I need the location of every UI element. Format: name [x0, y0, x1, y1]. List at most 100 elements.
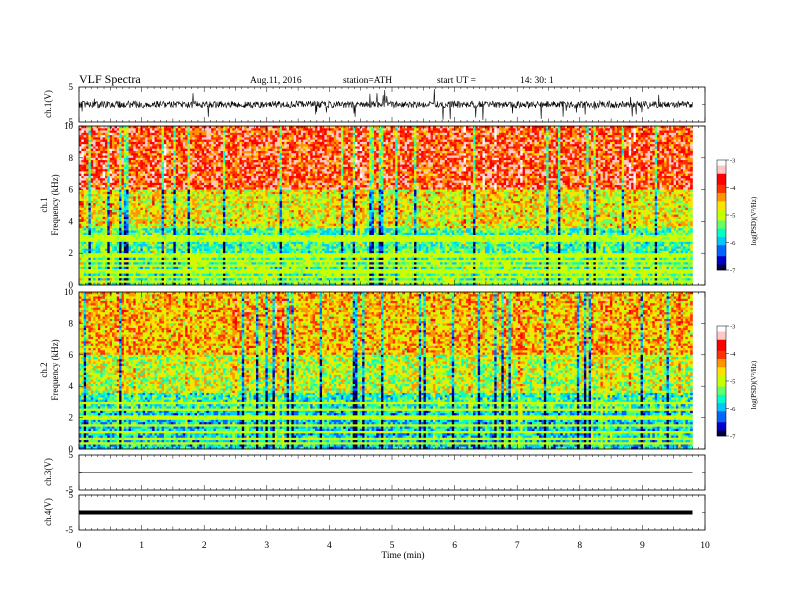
spectrogram-cell — [438, 128, 441, 131]
spectrogram-cell — [457, 140, 460, 143]
spectrogram-cell — [289, 128, 292, 131]
spectrogram-cell — [582, 131, 585, 134]
spectrogram-cell — [213, 151, 216, 154]
spectrogram-cell — [690, 142, 693, 145]
spectrogram-cell — [126, 135, 129, 138]
spectrogram-cell — [608, 128, 611, 131]
spectrogram-cell — [105, 144, 108, 147]
spectrogram-cell — [501, 144, 504, 147]
spectrogram-cell — [577, 146, 580, 149]
spectrogram-cell — [150, 146, 153, 149]
spectrogram-cell — [520, 128, 523, 131]
spectrogram-cell — [133, 135, 136, 138]
spectrogram-cell — [320, 142, 323, 145]
spectrogram-cell — [169, 133, 172, 136]
spectrogram-cell — [242, 131, 245, 134]
spectrogram-cell — [664, 128, 667, 131]
spectrogram-cell — [280, 144, 283, 147]
spectrogram-cell — [270, 137, 273, 140]
spectrogram-cell — [440, 146, 443, 149]
spectrogram-cell — [188, 151, 191, 154]
spectrogram-cell — [152, 128, 155, 131]
spectrogram-cell — [188, 135, 191, 138]
spectrogram-cell — [556, 135, 559, 138]
spectrogram-cell — [235, 142, 238, 145]
spectrogram-cell — [294, 149, 297, 152]
spectrogram-cell — [107, 131, 110, 134]
spectrogram-cell — [88, 131, 91, 134]
spectrogram-cell — [381, 142, 384, 145]
spectrogram-cell — [209, 137, 212, 140]
spectrogram-cell — [494, 135, 497, 138]
spectrogram-cell — [636, 146, 639, 149]
spectrogram-cell — [541, 131, 544, 134]
spectrogram-cell — [112, 131, 115, 134]
spectrogram-cell — [657, 140, 660, 143]
spectrogram-cell — [525, 137, 528, 140]
spectrogram-cell — [435, 128, 438, 131]
spectrogram-cell — [596, 128, 599, 131]
spectrogram-cell — [553, 135, 556, 138]
spectrogram-cell — [636, 140, 639, 143]
spectrogram-cell — [376, 140, 379, 143]
spectrogram-cell — [629, 135, 632, 138]
spectrogram-cell — [287, 133, 290, 136]
spectrogram-cell — [655, 146, 658, 149]
spectrogram-cell — [256, 142, 259, 145]
spectrogram-cell — [277, 131, 280, 134]
spectrogram-cell — [464, 133, 467, 136]
spectrogram-cell — [400, 140, 403, 143]
spectrogram-cell — [530, 135, 533, 138]
spectrogram-cell — [308, 133, 311, 136]
spectrogram-cell — [313, 144, 316, 147]
spectrogram-cell — [388, 137, 391, 140]
spectrogram-cell — [556, 144, 559, 147]
spectrogram-cell — [308, 140, 311, 143]
spectrogram-cell — [91, 146, 94, 149]
spectrogram-cell — [508, 144, 511, 147]
spectrogram-cell — [343, 137, 346, 140]
spectrogram-cell — [204, 131, 207, 134]
spectrogram-cell — [275, 149, 278, 152]
spectrogram-cell — [272, 151, 275, 154]
spectrogram-cell — [435, 131, 438, 134]
spectrogram-cell — [294, 142, 297, 145]
spectrogram-cell — [452, 144, 455, 147]
spectrogram-cell — [567, 137, 570, 140]
spectrogram-cell — [518, 128, 521, 131]
spectrogram-cell — [190, 131, 193, 134]
spectrogram-cell — [549, 146, 552, 149]
spectrogram-cell — [523, 137, 526, 140]
spectrogram-cell — [206, 128, 209, 131]
spectrogram-cell — [648, 135, 651, 138]
spectrogram-cell — [449, 128, 452, 131]
spectrogram-cell — [690, 128, 693, 131]
spectrogram-cell — [667, 140, 670, 143]
spectrogram-cell — [343, 128, 346, 131]
spectrogram-cell — [499, 131, 502, 134]
spectrogram-cell — [504, 137, 507, 140]
spectrogram-cell — [419, 133, 422, 136]
spectrogram-cell — [610, 133, 613, 136]
spectrogram-cell — [386, 146, 389, 149]
spectrogram-cell — [416, 128, 419, 131]
spectrogram-cell — [355, 142, 358, 145]
spectrogram-cell — [549, 133, 552, 136]
spectrogram-cell — [527, 140, 530, 143]
spectrogram-cell — [114, 144, 117, 147]
spectrogram-cell — [617, 135, 620, 138]
spectrogram-cell — [211, 135, 214, 138]
spectrogram-cell — [690, 140, 693, 143]
spectrogram-cell — [216, 142, 219, 145]
spectrogram-cell — [162, 151, 165, 154]
spectrogram-cell — [242, 149, 245, 152]
spectrogram-cell — [546, 133, 549, 136]
spectrogram-cell — [471, 140, 474, 143]
spectrogram-cell — [648, 144, 651, 147]
spectrogram-cell — [275, 146, 278, 149]
spectrogram-cell — [232, 131, 235, 134]
spectrogram-cell — [272, 131, 275, 134]
spectrogram-cell — [419, 135, 422, 138]
spectrogram-cell — [499, 140, 502, 143]
